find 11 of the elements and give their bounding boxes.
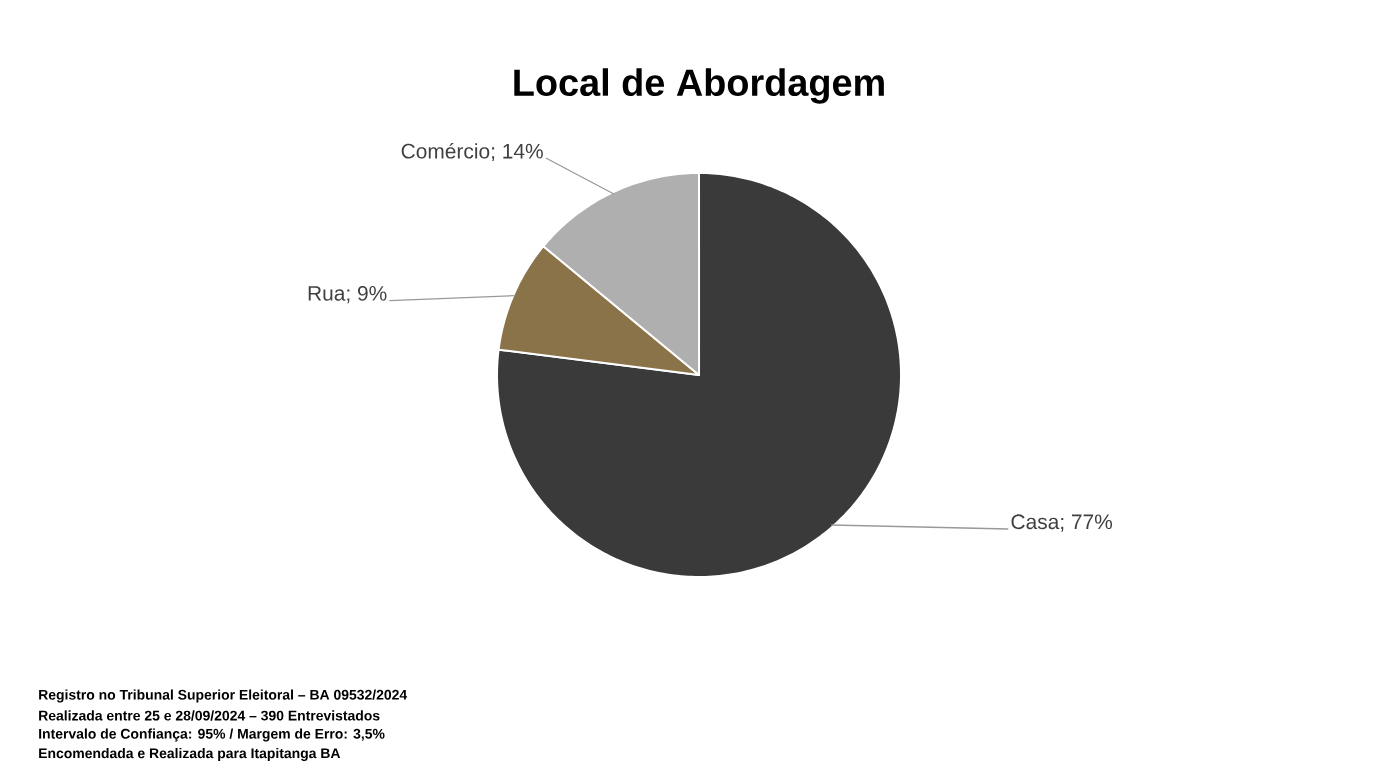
- slice-label: Rua: [308, 286, 346, 301]
- text: Realizada entre 25 e 28/09/2024 – 390 Entrevistados: [39, 710, 380, 721]
- text: Registro no Tribunal Superior Eleitoral – BA 09532/2024: [39, 689, 408, 703]
- chart-title: Local de Abordagem: [514, 68, 884, 104]
- text: Intervalo de Confiança: 95% / Margem de Erro: 3,5%: [39, 728, 385, 742]
- slice-label: Comércio: [401, 142, 490, 159]
- data-label: ; 77%: [1061, 514, 1113, 532]
- text: Encomendada e Realizada para Itapitanga BA: [39, 747, 341, 762]
- data-label: ; 14%: [492, 143, 543, 162]
- slice-label: Casa: [1011, 514, 1060, 530]
- data-label: ; 9%: [347, 285, 387, 304]
